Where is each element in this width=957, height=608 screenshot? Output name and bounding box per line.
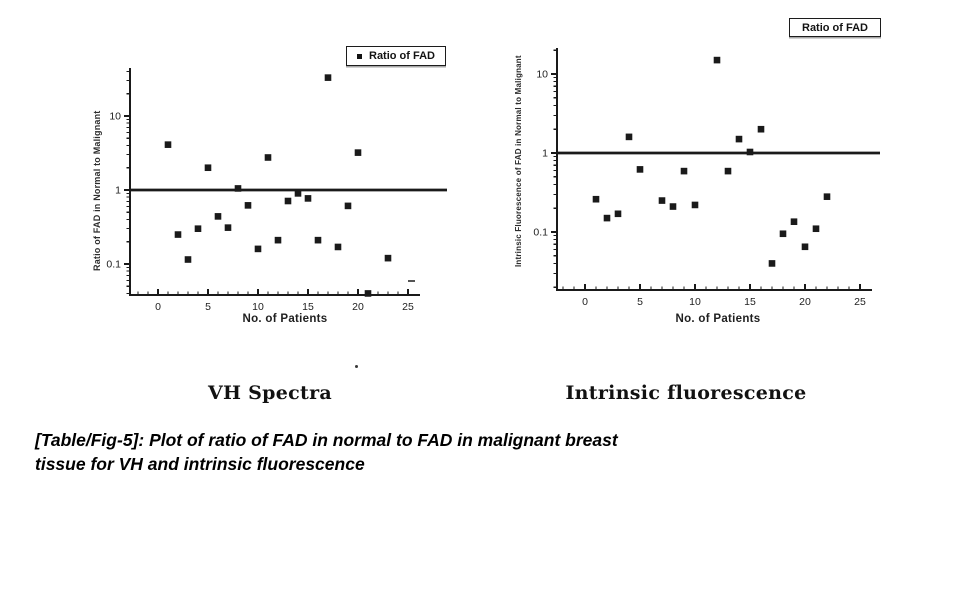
- data-point: [294, 190, 302, 197]
- x-tick-label: 0: [155, 301, 161, 313]
- y-tick-label: 0.1: [533, 227, 548, 239]
- data-point: [384, 254, 392, 262]
- figure-caption-line-2: tissue for VH and intrinsic fluorescence: [35, 454, 365, 475]
- x-tick-label: 10: [689, 296, 701, 308]
- data-point: [354, 149, 362, 156]
- intrinsic-legend-label: Ratio of FAD: [802, 21, 868, 34]
- data-point: [636, 166, 644, 173]
- intrinsic-fluorescence-subtitle: Intrinsic fluorescence: [565, 382, 807, 404]
- vh-x-axis-label: No. of Patients: [242, 313, 328, 325]
- data-point: [224, 224, 232, 231]
- data-point: [669, 203, 677, 210]
- data-point: [314, 236, 322, 244]
- data-point: [823, 193, 831, 200]
- x-tick-label: 15: [744, 296, 756, 308]
- data-point: [364, 290, 372, 297]
- data-point: [735, 135, 743, 143]
- axes: [551, 48, 872, 291]
- x-tick-label: 25: [402, 301, 414, 313]
- vh-spectra-scatter-canvas: 10 1 0.1 0 5 10 15 20 25: [106, 68, 447, 314]
- data-point: [779, 230, 787, 238]
- intrinsic-x-axis-label: No. of Patients: [675, 313, 761, 325]
- data-point: [164, 141, 172, 148]
- data-point: [304, 195, 312, 202]
- axes: [124, 68, 420, 296]
- data-point: [746, 148, 754, 156]
- data-point: [214, 213, 222, 220]
- vh-y-axis-label: Ratio of FAD in Normal to Malignant: [92, 110, 102, 272]
- intrinsic-scatter-canvas: 10 1 0.1 0 5 10 15 20 25: [533, 48, 880, 309]
- data-points: [592, 56, 831, 267]
- tick-labels: 10 1 0.1 0 5 10 15 20 25: [533, 69, 866, 309]
- scan-artifact-dot: [355, 365, 358, 368]
- data-point: [244, 202, 252, 209]
- figure-caption: [Table/Fig-5]: Plot of ratio of FAD in n…: [35, 428, 805, 476]
- x-tick-label: 20: [799, 296, 811, 308]
- scan-artifact-dash: [408, 280, 415, 282]
- x-tick-label: 20: [352, 301, 364, 313]
- data-point: [625, 133, 633, 141]
- data-point: [174, 231, 182, 238]
- data-point: [801, 243, 809, 251]
- data-point: [254, 245, 262, 253]
- vh-legend: Ratio of FAD: [346, 46, 446, 66]
- data-point: [184, 256, 192, 263]
- data-point: [790, 218, 798, 226]
- data-point: [603, 214, 611, 222]
- x-tick-label: 10: [252, 301, 264, 313]
- intrinsic-y-axis-label: Intrinsic Fluorescence of FAD in Normal …: [514, 55, 523, 267]
- vh-spectra-plot: 10 1 0.1 0 5 10 15 20 25 Ratio of FAD in Normal …: [90, 10, 470, 360]
- data-point: [344, 202, 352, 210]
- data-point: [592, 195, 600, 203]
- y-tick-label: 10: [536, 69, 548, 81]
- x-tick-label: 0: [582, 296, 588, 308]
- x-tick-label: 15: [302, 301, 314, 313]
- data-point: [264, 154, 272, 161]
- intrinsic-fluorescence-plot: 10 1 0.1 0 5 10 15 20 25 Intrinsic Fluorescence …: [500, 10, 895, 360]
- data-point: [713, 56, 721, 64]
- y-tick-label: 1: [115, 185, 121, 197]
- x-tick-label: 5: [637, 296, 643, 308]
- data-point: [724, 167, 732, 175]
- vh-legend-label: Ratio of FAD: [369, 50, 435, 62]
- data-point: [194, 225, 202, 232]
- data-point: [334, 243, 342, 251]
- vh-spectra-subtitle: VH Spectra: [207, 382, 333, 404]
- data-point: [812, 225, 820, 233]
- data-point: [757, 125, 765, 133]
- square-marker-icon: [357, 53, 362, 59]
- data-point: [324, 74, 332, 81]
- intrinsic-legend: Ratio of FAD: [789, 18, 881, 37]
- data-point: [234, 185, 242, 192]
- data-point: [274, 236, 282, 244]
- data-point: [658, 197, 666, 204]
- y-tick-label: 0.1: [106, 259, 121, 271]
- x-tick-label: 5: [205, 301, 211, 313]
- data-point: [691, 201, 699, 209]
- data-point: [204, 164, 212, 172]
- data-point: [284, 197, 292, 205]
- x-tick-label: 25: [854, 296, 866, 308]
- data-points: [164, 74, 392, 297]
- data-point: [614, 210, 622, 218]
- tick-labels: 10 1 0.1 0 5 10 15 20 25: [106, 111, 414, 314]
- data-point: [680, 167, 688, 175]
- y-tick-label: 1: [542, 148, 548, 160]
- figure-caption-line-1: [Table/Fig-5]: Plot of ratio of FAD in n…: [35, 430, 618, 450]
- y-tick-label: 10: [109, 111, 121, 123]
- data-point: [768, 260, 776, 267]
